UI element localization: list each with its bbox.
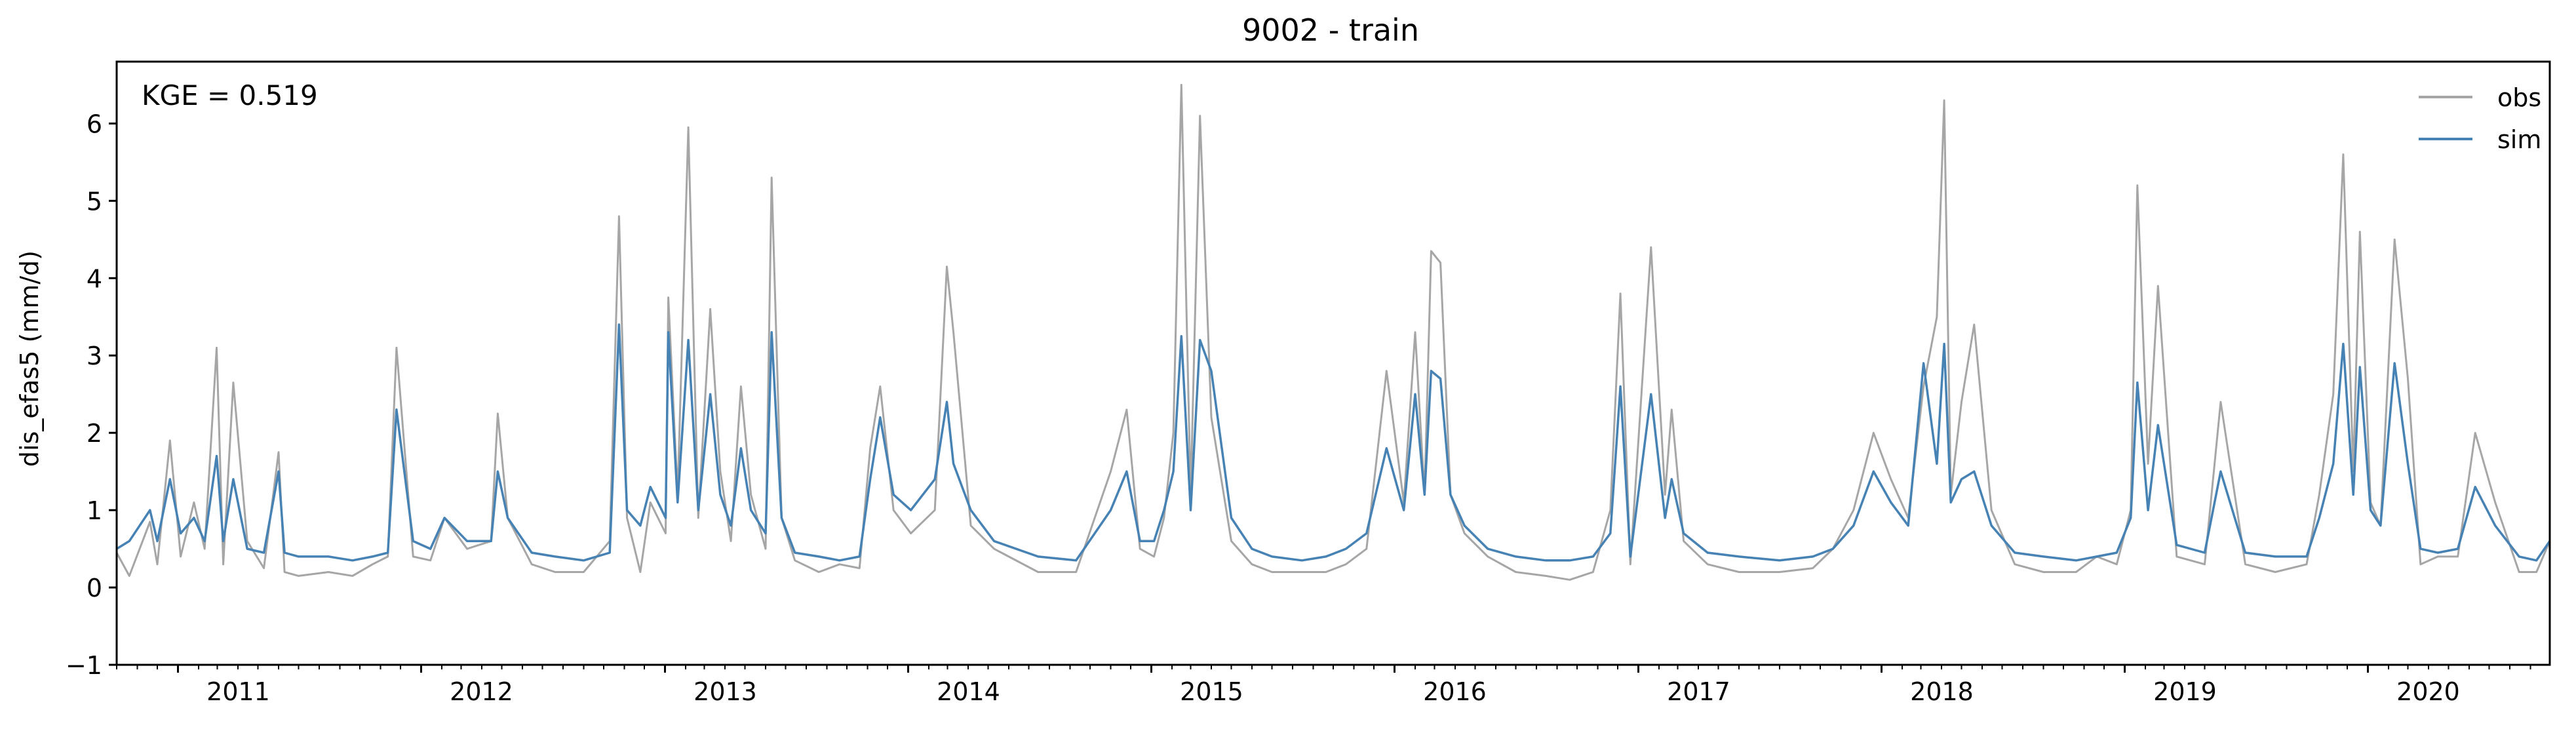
y-tick-label: 6	[87, 109, 102, 138]
x-tick-label: 2013	[693, 677, 757, 706]
x-axis-ticks: 2011 2012 2013 2014 2015 2016 2017 2018 2019 2020	[116, 665, 2531, 706]
series-layer	[115, 83, 2551, 581]
x-tick-label: 2012	[450, 677, 513, 706]
series-line-obs	[115, 83, 2551, 581]
series-line-sim	[116, 323, 2551, 562]
y-tick-label: 5	[87, 187, 102, 216]
x-tick-label: 2014	[937, 677, 1000, 706]
x-tick-label: 2017	[1667, 677, 1730, 706]
x-tick-label: 2016	[1423, 677, 1487, 706]
x-tick-label: 2018	[1910, 677, 1974, 706]
y-tick-label: 3	[87, 342, 102, 370]
y-tick-label: 1	[87, 496, 102, 525]
kge-annotation: KGE = 0.519	[142, 79, 318, 111]
chart-title: 9002 - train	[1242, 12, 1419, 48]
legend: obs sim	[2419, 83, 2541, 154]
y-axis-label: dis_efas5 (mm/d)	[15, 250, 44, 467]
x-tick-label: 2011	[206, 677, 270, 706]
y-tick-label: 0	[87, 574, 102, 603]
y-axis-ticks: −1 0 1 2 3 4 5 6	[66, 109, 117, 680]
legend-label-obs: obs	[2497, 83, 2541, 112]
x-tick-label: 2020	[2396, 677, 2460, 706]
plot-frame	[115, 60, 2551, 666]
y-tick-label: −1	[66, 651, 102, 680]
legend-label-sim: sim	[2497, 125, 2541, 154]
y-tick-label: 2	[87, 419, 102, 448]
x-tick-label: 2015	[1180, 677, 1243, 706]
y-tick-label: 4	[87, 264, 102, 293]
x-tick-label: 2019	[2153, 677, 2217, 706]
